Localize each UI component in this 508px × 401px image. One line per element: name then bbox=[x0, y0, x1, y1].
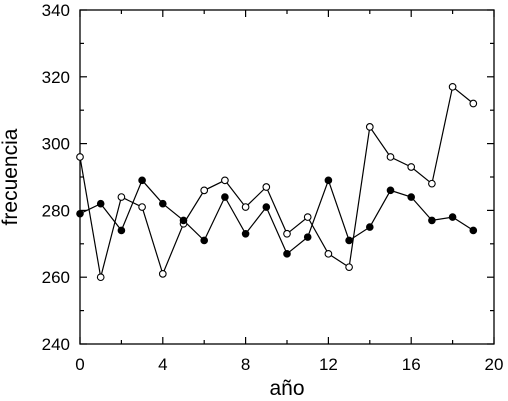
series-1-point bbox=[200, 186, 209, 195]
series-2-point bbox=[303, 233, 312, 241]
series-2-point bbox=[138, 176, 146, 185]
y-axis-label: frecuencia bbox=[0, 128, 22, 225]
series-2-point bbox=[428, 216, 436, 225]
series-2-point bbox=[241, 229, 250, 238]
series-1-point bbox=[76, 153, 84, 161]
series-2-point bbox=[262, 203, 271, 211]
series-1-point bbox=[138, 203, 146, 211]
series-1-point bbox=[241, 203, 250, 211]
series-2-line bbox=[79, 178, 474, 255]
y-tick-label: 260 bbox=[42, 268, 70, 287]
series-1-point bbox=[324, 249, 333, 258]
series-2-point bbox=[469, 226, 478, 235]
series-2-point bbox=[76, 209, 84, 218]
y-tick-label: 320 bbox=[42, 68, 70, 87]
y-tick-label: 240 bbox=[42, 335, 70, 354]
y-tick-label: 300 bbox=[42, 135, 70, 154]
series-2-point bbox=[366, 223, 374, 231]
x-tick-label: 8 bbox=[241, 355, 250, 374]
series-2-point bbox=[221, 193, 229, 201]
series-2-point bbox=[407, 193, 416, 201]
x-tick-label: 20 bbox=[485, 355, 504, 374]
series-2-point bbox=[345, 236, 353, 245]
series-1-point bbox=[407, 163, 416, 171]
series-1-point bbox=[96, 273, 105, 282]
series-1-point bbox=[303, 213, 312, 221]
x-tick-label: 4 bbox=[158, 355, 167, 374]
series-1-point bbox=[365, 123, 374, 131]
x-tick-label: 16 bbox=[402, 355, 421, 374]
series-2-point bbox=[448, 213, 457, 221]
series-2-point bbox=[283, 250, 291, 258]
y-tick-label: 340 bbox=[42, 1, 70, 20]
series-1-point bbox=[117, 193, 126, 201]
series-2-point bbox=[324, 176, 333, 185]
series-1-point bbox=[345, 263, 353, 272]
series-2-point bbox=[117, 226, 126, 235]
series-2-point bbox=[386, 186, 395, 195]
series-2-point bbox=[96, 199, 105, 208]
series-1-point bbox=[448, 82, 457, 91]
data-points bbox=[76, 82, 478, 282]
axis-tick-labels: 0 4 8 12 16 20 240 260 280 300 320 340 bbox=[42, 1, 504, 374]
series-2-point bbox=[200, 236, 208, 245]
y-tick-label: 280 bbox=[42, 201, 70, 220]
series-1-point bbox=[262, 183, 271, 191]
series-1-point bbox=[158, 270, 167, 278]
series-1-point bbox=[386, 153, 395, 161]
series-1-point bbox=[428, 179, 436, 188]
x-tick-label: 12 bbox=[319, 355, 338, 374]
series-1-point bbox=[221, 176, 229, 185]
series-2-point bbox=[179, 216, 188, 225]
series-1-point bbox=[283, 229, 291, 238]
x-axis-label: año bbox=[269, 377, 304, 400]
axis-ticks bbox=[79, 9, 495, 345]
series-2-point bbox=[159, 199, 167, 208]
series-1-point bbox=[469, 99, 478, 108]
x-tick-label: 0 bbox=[75, 355, 84, 374]
